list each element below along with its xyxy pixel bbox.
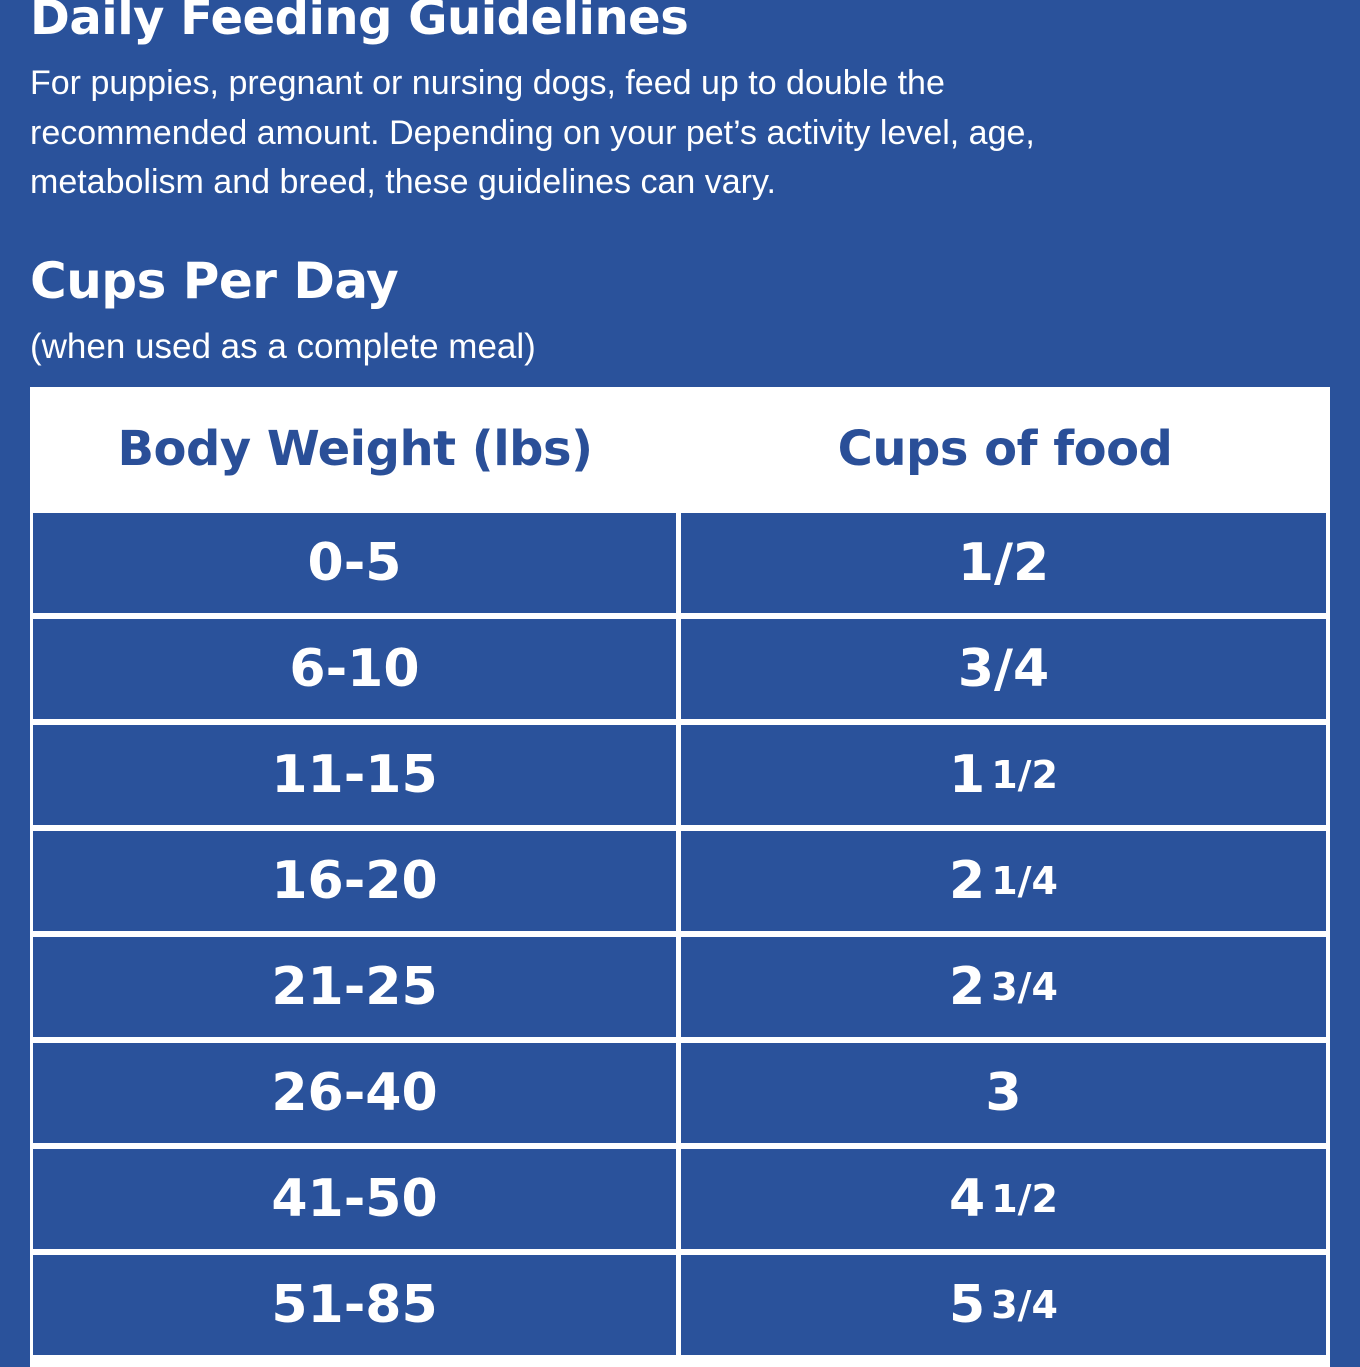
weight-cell: 26-40	[33, 1043, 676, 1143]
cups-fraction: 3/4	[957, 639, 1050, 699]
weight-cell: 21-25	[33, 937, 676, 1037]
cups-whole: 4	[949, 1169, 986, 1229]
cups-fraction: 3/4	[991, 965, 1058, 1009]
cups-cell: 3/4	[681, 619, 1326, 719]
cups-whole: 3	[985, 1063, 1022, 1123]
weight-cell: 41-50	[33, 1149, 676, 1249]
cups-whole: 5	[949, 1275, 986, 1335]
cups-whole: 2	[949, 957, 986, 1017]
feeding-table: Body Weight (lbs) Cups of food 0-5 1/2 6-1…	[30, 387, 1330, 1367]
cups-cell: 2 1/4	[681, 831, 1326, 931]
cups-cell: 1/2	[681, 513, 1326, 613]
weight-cell: 16-20	[33, 831, 676, 931]
weight-cell: 6-10	[33, 619, 676, 719]
cups-fraction: 1/2	[991, 1177, 1058, 1221]
column-header-cups-of-food: Cups of food	[837, 421, 1173, 477]
column-header-body-weight: Body Weight (lbs)	[117, 421, 593, 477]
table-header-row: Body Weight (lbs) Cups of food	[30, 387, 1330, 511]
section-title: Cups Per Day	[30, 252, 399, 310]
cups-fraction: 1/4	[991, 859, 1058, 903]
cups-cell: 5 3/4	[681, 1255, 1326, 1355]
page-title: Daily Feeding Guidelines	[30, 0, 689, 46]
cups-cell: 3	[681, 1043, 1326, 1143]
cups-whole: 2	[949, 851, 986, 911]
cups-fraction: 3/4	[991, 1283, 1058, 1327]
cups-fraction: 1/2	[957, 533, 1050, 593]
cups-whole: 1	[949, 745, 986, 805]
cups-fraction: 1/2	[991, 753, 1058, 797]
cups-cell: 2 3/4	[681, 937, 1326, 1037]
weight-cell: 0-5	[33, 513, 676, 613]
cups-cell: 1 1/2	[681, 725, 1326, 825]
weight-cell: 51-85	[33, 1255, 676, 1355]
intro-paragraph: For puppies, pregnant or nursing dogs, f…	[30, 64, 1035, 201]
cups-cell: 4 1/2	[681, 1149, 1326, 1249]
section-subtitle: (when used as a complete meal)	[30, 327, 536, 366]
weight-cell: 11-15	[33, 725, 676, 825]
